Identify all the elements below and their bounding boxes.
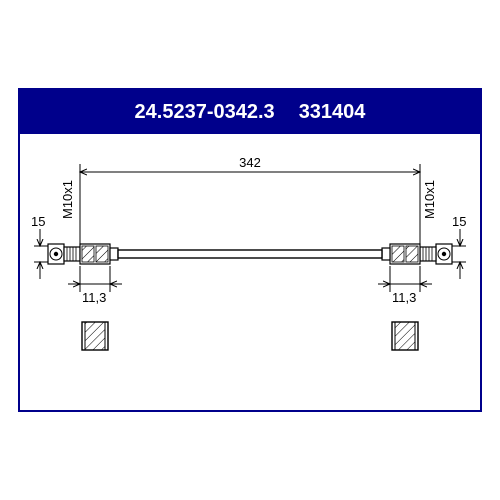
dim-length: 342 bbox=[239, 155, 261, 170]
drawing-frame: 24.5237-0342.3 331404 342 bbox=[18, 88, 482, 412]
dim-end-right: 15 bbox=[452, 214, 466, 229]
thread-left: M10x1 bbox=[60, 180, 75, 219]
thread-right: M10x1 bbox=[422, 180, 437, 219]
dim-fitting-left: 11,3 bbox=[82, 290, 106, 305]
dim-end-left: 15 bbox=[31, 214, 45, 229]
part-number: 24.5237-0342.3 bbox=[135, 101, 275, 124]
technical-diagram: 342 15 15 M10x1 M10x1 bbox=[20, 134, 480, 410]
part-code: 331404 bbox=[299, 101, 366, 124]
dim-fitting-right: 11,3 bbox=[392, 290, 416, 305]
header-bar: 24.5237-0342.3 331404 bbox=[20, 90, 480, 134]
